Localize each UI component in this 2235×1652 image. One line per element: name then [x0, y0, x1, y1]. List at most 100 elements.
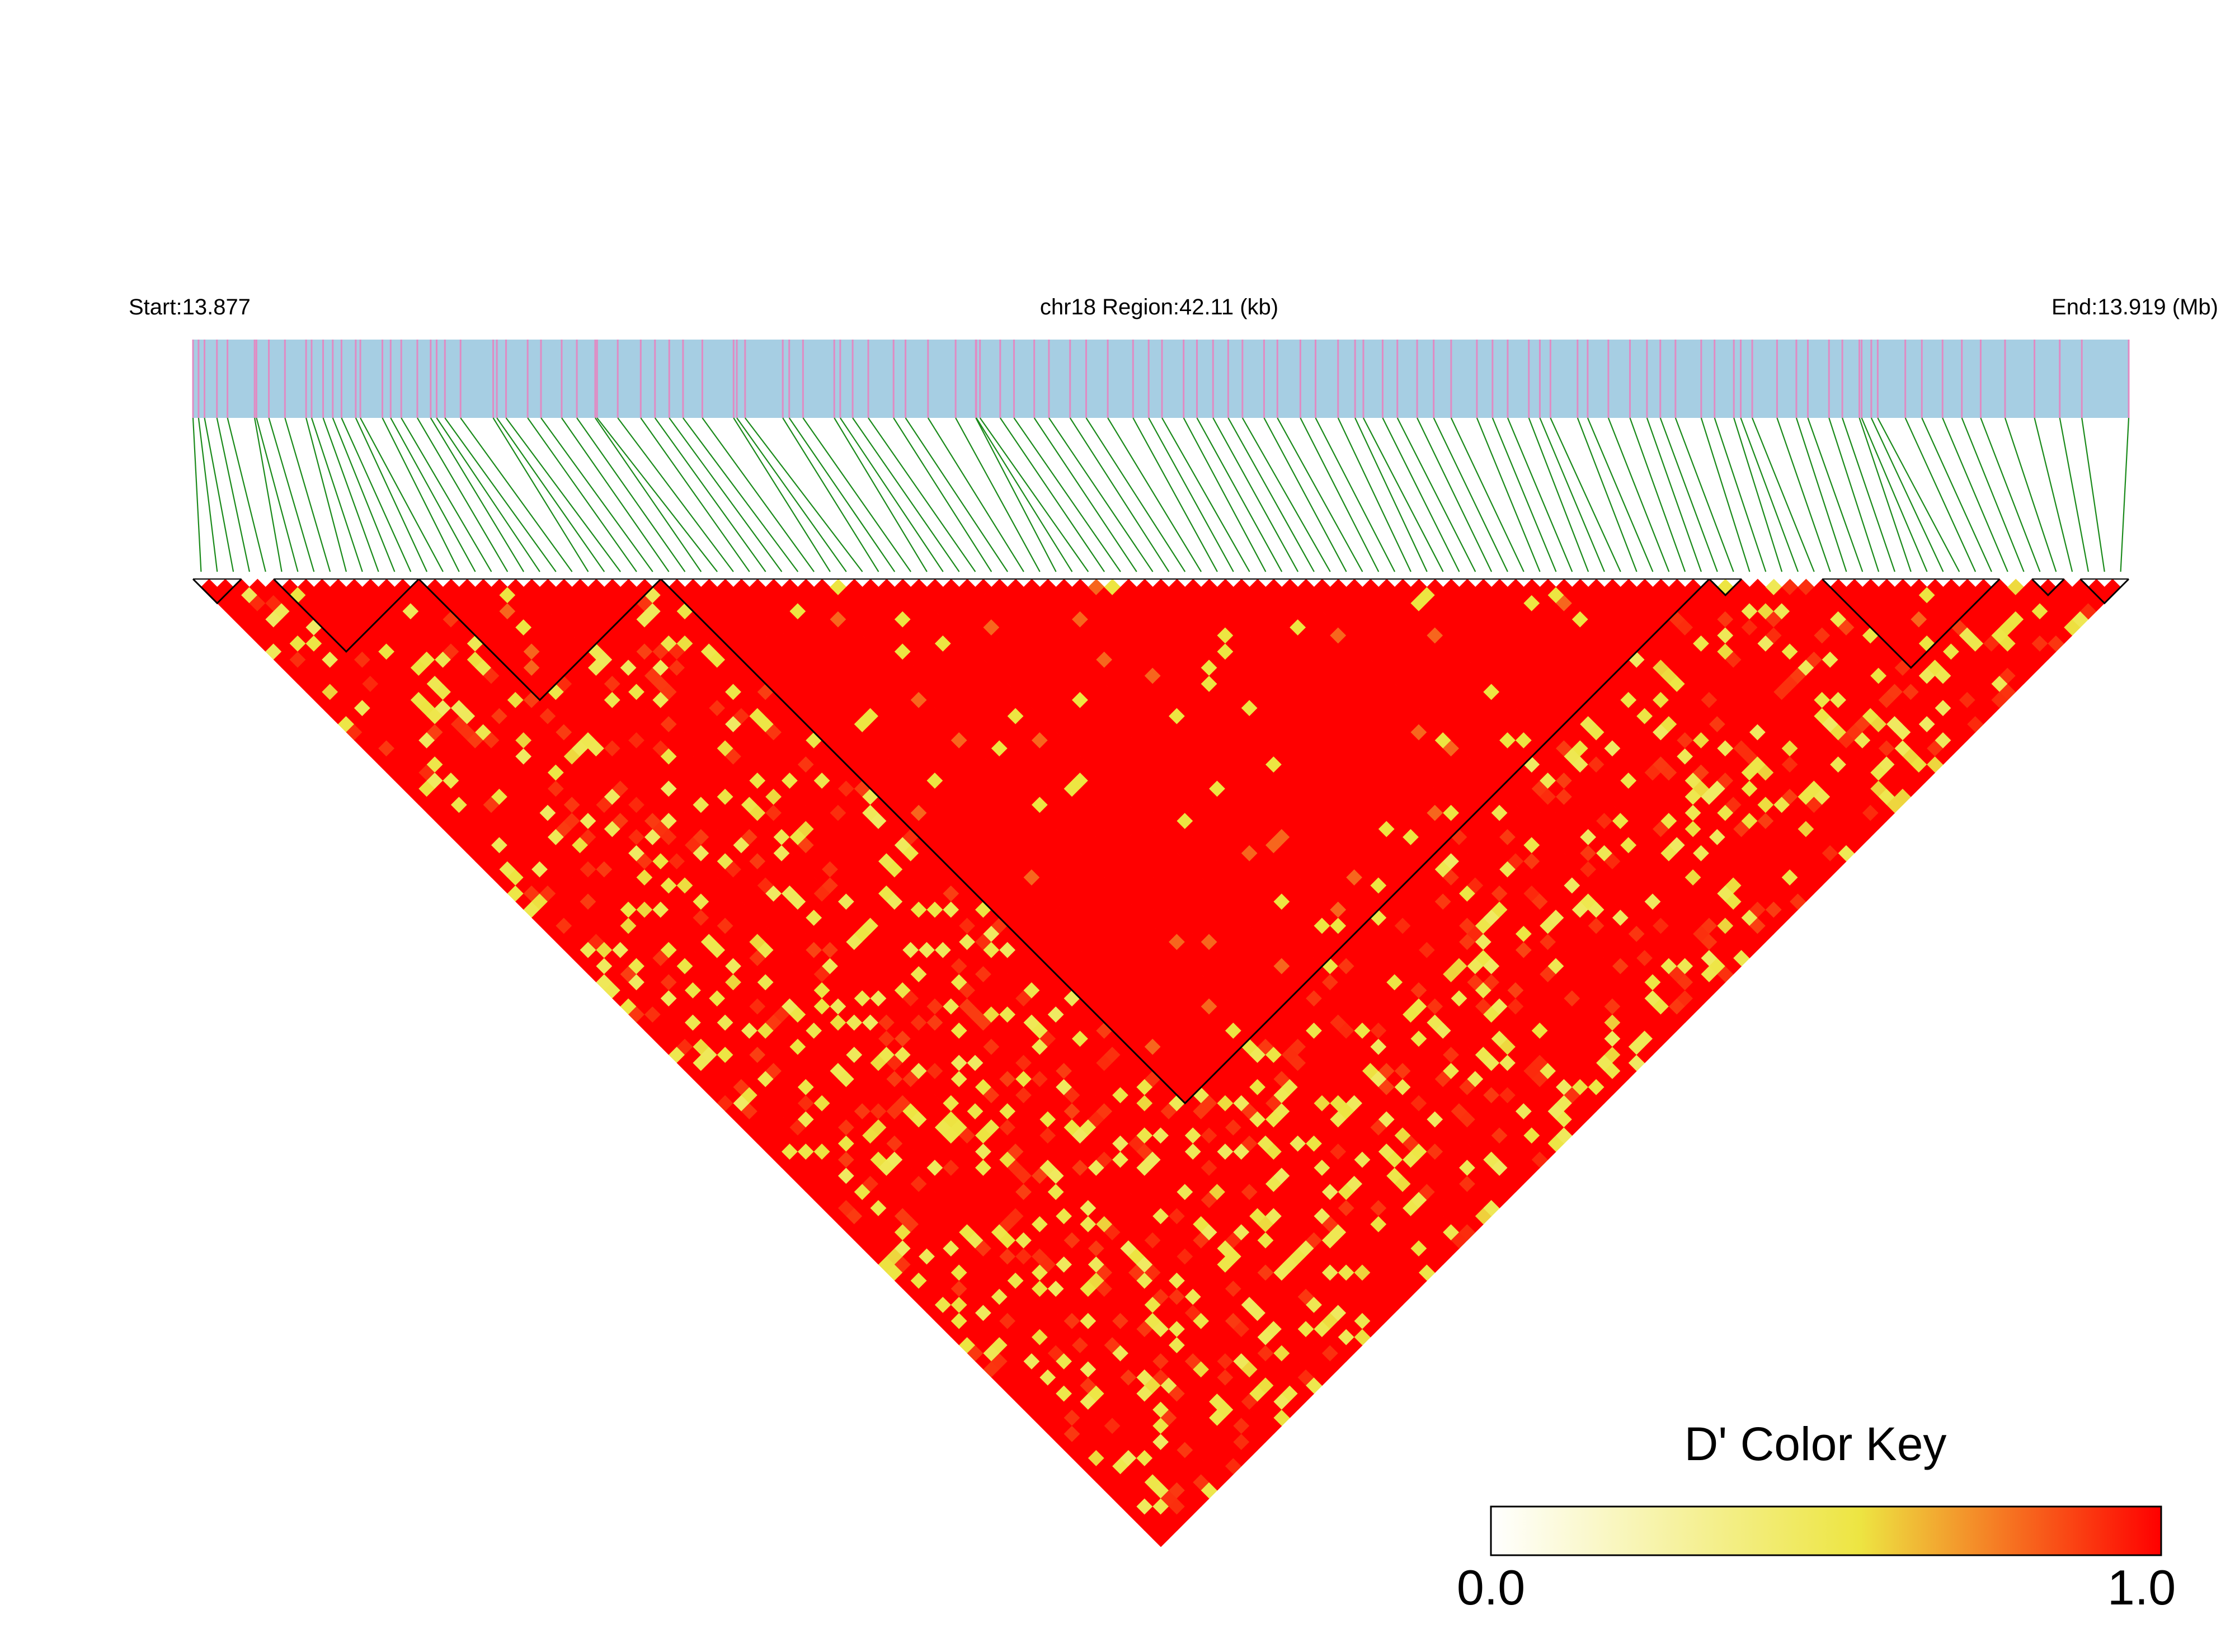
- snp-connector: [802, 417, 911, 572]
- snp-connector: [1629, 417, 1686, 572]
- snp-connector: [1048, 417, 1154, 572]
- snp-connector: [1877, 417, 1960, 572]
- snp-connector: [496, 417, 605, 572]
- snp-connector: [2059, 417, 2089, 572]
- snp-connector: [1795, 417, 1847, 572]
- snp-connector: [2081, 417, 2105, 572]
- snp-connector: [744, 417, 863, 572]
- snp-connector: [1733, 417, 1783, 572]
- snp-connector: [401, 417, 492, 572]
- snp-connector: [360, 417, 444, 572]
- snp-tick-layer: [192, 340, 2130, 418]
- snp-connector: [1196, 417, 1283, 572]
- snp-connector: [1861, 417, 1928, 572]
- snp-connector: [893, 417, 992, 572]
- snp-connector: [444, 417, 557, 572]
- snp-connector: [505, 417, 621, 572]
- snp-connector: [540, 417, 653, 572]
- snp-connector: [1659, 417, 1718, 572]
- snp-connector: [1433, 417, 1508, 572]
- snp-connector: [382, 417, 460, 572]
- snp-connector: [355, 417, 428, 572]
- snp-connector: [197, 417, 218, 572]
- snp-connector: [2004, 417, 2057, 572]
- snp-connector: [596, 417, 718, 572]
- snp-connector: [436, 417, 540, 572]
- snp-connector: [204, 417, 234, 572]
- snp-connector: [1183, 417, 1267, 572]
- snp-connector: [256, 417, 299, 572]
- snp-connector: [975, 417, 1057, 572]
- snp-connector: [1362, 417, 1444, 572]
- snp-connector: [1241, 417, 1331, 572]
- snp-connector: [927, 417, 1024, 572]
- snp-connector: [1491, 417, 1557, 572]
- gene-track-bar: [193, 340, 2129, 418]
- snp-connector: [561, 417, 670, 572]
- snp-connector: [576, 417, 686, 572]
- snp-connector: [1980, 417, 2041, 572]
- snp-connector: [1607, 417, 1670, 572]
- snp-connector: [1161, 417, 1250, 572]
- snp-connector: [492, 417, 589, 572]
- region-end-label: End:13.919 (Mb): [2052, 295, 2218, 319]
- snp-connector: [976, 417, 1073, 572]
- snp-connector: [736, 417, 847, 572]
- snp-connector: [1646, 417, 1702, 572]
- snp-connector: [1013, 417, 1121, 572]
- snp-connector: [1300, 417, 1380, 572]
- snp-connector: [268, 417, 315, 572]
- snp-connector: [595, 417, 702, 572]
- snp-connector: [1776, 417, 1831, 572]
- snp-connector: [332, 417, 396, 572]
- snp-connector: [1507, 417, 1573, 572]
- snp-connector: [640, 417, 750, 572]
- snp-connector: [1263, 417, 1347, 572]
- snp-connector: [1921, 417, 1992, 572]
- snp-connector: [839, 417, 944, 572]
- snp-connector: [1476, 417, 1541, 572]
- snp-connector: [683, 417, 799, 572]
- snp-connector: [1107, 417, 1202, 572]
- snp-connector: [390, 417, 476, 572]
- snp-connector: [669, 417, 783, 572]
- snp-connector: [782, 417, 879, 572]
- snp-connector: [654, 417, 766, 572]
- snp-connector: [417, 417, 509, 572]
- snp-connector: [1700, 417, 1751, 572]
- snp-connector: [1828, 417, 1880, 572]
- snp-connector: [1396, 417, 1476, 572]
- snp-connector: [834, 417, 928, 572]
- snp-connector: [733, 417, 831, 572]
- snp-connector-layer: [192, 417, 2130, 572]
- snp-connector: [1870, 417, 1944, 572]
- snp-connector: [284, 417, 331, 572]
- snp-connector: [955, 417, 1041, 572]
- snp-connector: [1550, 417, 1621, 572]
- snp-connector: [1807, 417, 1864, 572]
- snp-connector: [1132, 417, 1218, 572]
- snp-connector: [1674, 417, 1734, 572]
- snp-connector: [1858, 417, 1912, 572]
- snp-connector: [1961, 417, 2025, 572]
- ld-cell-layer: [200, 578, 2121, 1547]
- snp-connector: [1148, 417, 1234, 572]
- snp-connector: [979, 417, 1089, 572]
- snp-connector: [1227, 417, 1315, 572]
- snp-connector: [1740, 417, 1799, 572]
- region-title-label: chr18 Region:42.11 (kb): [1040, 295, 1278, 319]
- snp-connector: [617, 417, 734, 572]
- snp-connector: [1752, 417, 1815, 572]
- snp-connector: [2034, 417, 2073, 572]
- snp-connector: [227, 417, 266, 572]
- snp-connector: [254, 417, 283, 572]
- snp-connector: [868, 417, 976, 572]
- snp-connector: [1417, 417, 1493, 572]
- snp-connector: [322, 417, 379, 572]
- snp-connector: [1842, 417, 1895, 572]
- snp-connector: [1354, 417, 1428, 572]
- snp-connector: [460, 417, 573, 572]
- snp-connector: [1577, 417, 1638, 572]
- snp-connector: [702, 417, 815, 572]
